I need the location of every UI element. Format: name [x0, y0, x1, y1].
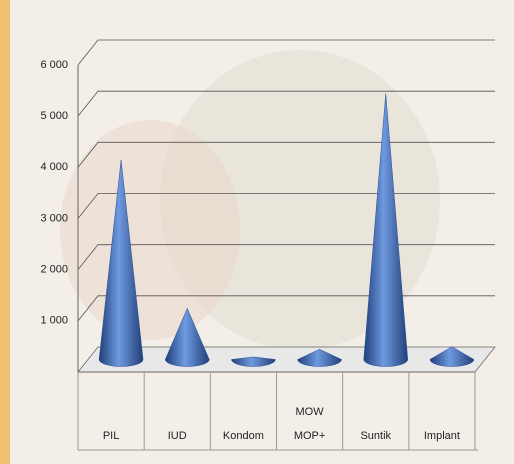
cone: [98, 159, 144, 367]
y-tick-label: 1 000: [40, 315, 68, 327]
y-tick-label: 4 000: [40, 161, 68, 173]
y-tick-label: 2 000: [40, 264, 68, 276]
grid-line: [77, 39, 495, 66]
side-stripe: [0, 0, 10, 464]
cone: [363, 93, 409, 367]
x-tick-label: Implant: [423, 430, 460, 442]
x-tick-label: Suntik: [360, 430, 392, 442]
x-tick-label: MOW MOP+: [293, 406, 326, 442]
background-figure: [60, 120, 240, 340]
grid-line: [77, 295, 495, 322]
y-tick-label: 6 000: [40, 59, 68, 71]
cone: [164, 307, 210, 367]
grid-line: [77, 244, 495, 270]
x-tick-label: PIL: [102, 430, 120, 442]
y-tick-label: 5 000: [40, 110, 68, 122]
grid-line: [77, 141, 495, 168]
cone: [429, 346, 475, 367]
grid-line: [77, 193, 495, 219]
x-tick-label: Kondom: [222, 430, 264, 442]
x-tick-label: IUD: [167, 430, 187, 442]
cone: [231, 356, 276, 367]
y-tick-label: 3 000: [40, 212, 68, 224]
cone: [297, 348, 342, 367]
grid-line: [77, 90, 495, 117]
